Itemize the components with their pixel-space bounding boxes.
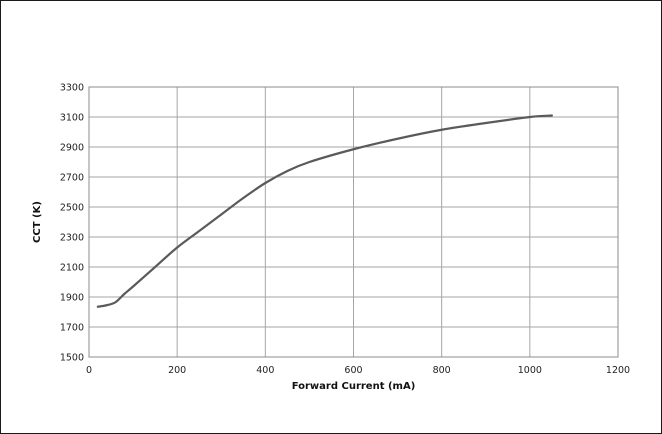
axis-layer xyxy=(88,86,619,358)
y-tick-label: 2700 xyxy=(60,173,84,184)
x-axis-title: Forward Current (mA) xyxy=(292,381,416,392)
plot-area-border xyxy=(88,86,619,358)
x-tick-label: 600 xyxy=(344,365,362,376)
y-axis-title: CCT (K) xyxy=(32,201,43,243)
x-tick-label: 800 xyxy=(433,365,451,376)
y-tick-label: 1500 xyxy=(60,353,84,364)
series-line-0 xyxy=(96,114,553,308)
y-tick-label: 1900 xyxy=(60,293,84,304)
x-tick-label: 1200 xyxy=(606,365,630,376)
x-tick-label: 0 xyxy=(86,365,92,376)
tick-labels: 1500 1700 1900 2100 2300 2500 2700 2900 3100 3300… xyxy=(60,83,630,377)
y-tick-label: 1700 xyxy=(60,323,84,334)
y-tick-label: 3100 xyxy=(60,113,84,124)
y-tick-label: 2900 xyxy=(60,143,84,154)
grid-layer xyxy=(88,86,619,358)
x-tick-label: 200 xyxy=(168,365,186,376)
x-tick-label: 1000 xyxy=(518,365,542,376)
x-tick-label: 400 xyxy=(256,365,274,376)
y-tick-label: 2100 xyxy=(60,263,84,274)
y-tick-label: 3300 xyxy=(60,83,84,94)
y-tick-label: 2300 xyxy=(60,233,84,244)
y-tick-label: 2500 xyxy=(60,203,84,214)
series-layer xyxy=(96,114,553,308)
